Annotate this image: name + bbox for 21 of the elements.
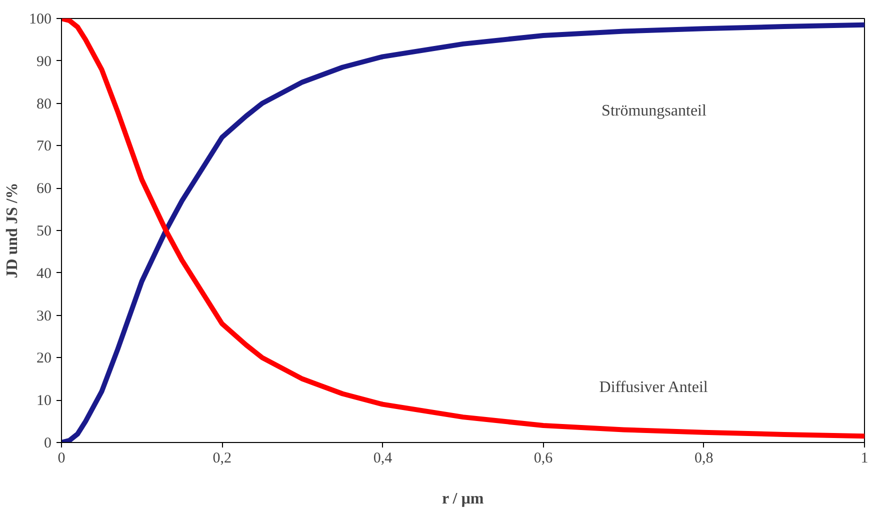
annotation: Diffusiver Anteil [599, 378, 708, 396]
x-tick-label: 1 [860, 450, 868, 466]
x-axis-title: r / µm [442, 490, 484, 508]
annotation: Strömungsanteil [602, 102, 707, 120]
y-axis-title: JD und JS /% [4, 182, 21, 278]
y-tick-label: 40 [36, 266, 52, 282]
y-tick-label: 50 [36, 224, 52, 240]
y-tick-label: 0 [44, 436, 52, 452]
y-tick-label: 30 [36, 308, 52, 324]
y-tick-label: 20 [36, 350, 52, 367]
y-tick-label: 80 [36, 96, 52, 112]
x-tick-label: 0,4 [373, 450, 393, 466]
y-tick-label: 10 [36, 393, 52, 410]
y-tick-label: 90 [36, 54, 52, 70]
y-tick-label: 70 [36, 138, 52, 155]
y-tick-label: 100 [29, 12, 52, 28]
x-tick-label: 0,8 [694, 450, 714, 466]
y-tick-label: 60 [36, 181, 52, 198]
x-tick-label: 0,6 [534, 450, 554, 466]
x-tick-label: 0,2 [212, 450, 232, 466]
x-tick-label: 0 [58, 450, 66, 466]
